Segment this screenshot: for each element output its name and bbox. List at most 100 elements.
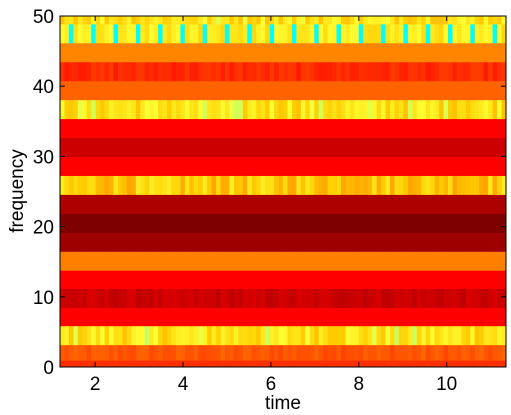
heatmap-cell: [354, 80, 360, 101]
heatmap-cell: [470, 23, 476, 44]
heatmap-cell: [456, 118, 462, 139]
heatmap-cell: [220, 344, 226, 361]
heatmap-cell: [358, 325, 364, 346]
heatmap-cell: [488, 344, 494, 361]
heatmap-cell: [158, 213, 164, 233]
heatmap-cell: [60, 16, 66, 25]
heatmap-cell: [390, 194, 396, 214]
heatmap-cell: [296, 251, 302, 271]
heatmap-cell: [398, 288, 405, 308]
heatmap-cell: [189, 270, 195, 289]
heatmap-cell: [336, 359, 342, 367]
heatmap-cell: [175, 118, 182, 139]
heatmap-cell: [497, 232, 503, 252]
heatmap-cell: [229, 156, 235, 176]
heatmap-cell: [198, 23, 204, 44]
heatmap-cell: [354, 42, 360, 63]
heatmap-cell: [448, 80, 454, 101]
heatmap-cell: [274, 232, 280, 252]
heatmap-cell: [461, 251, 467, 271]
heatmap-cell: [149, 175, 155, 195]
heatmap-cell: [216, 213, 222, 233]
heatmap-cell: [416, 61, 422, 82]
heatmap-cell: [260, 359, 266, 367]
heatmap-cell: [140, 80, 146, 101]
heatmap-cell: [323, 288, 329, 308]
heatmap-cell: [153, 137, 159, 157]
heatmap-cell: [497, 42, 503, 63]
heatmap-cell: [153, 307, 159, 327]
heatmap-cell: [439, 325, 445, 346]
heatmap-cell: [465, 213, 471, 233]
heatmap-cell: [171, 270, 177, 289]
heatmap-cell: [144, 288, 150, 308]
heatmap-cell: [323, 194, 329, 214]
heatmap-cell: [314, 156, 320, 176]
heatmap-cell: [349, 42, 355, 63]
heatmap-cell: [233, 194, 239, 214]
heatmap-cell: [225, 307, 231, 327]
heatmap-cell: [430, 325, 436, 346]
heatmap-cell: [149, 213, 155, 233]
heatmap-cell: [220, 137, 226, 157]
heatmap-cell: [153, 288, 159, 308]
heatmap-cell: [225, 99, 231, 120]
heatmap-cell: [300, 270, 306, 289]
heatmap-cell: [184, 137, 190, 157]
heatmap-cell: [381, 42, 387, 63]
heatmap-cell: [269, 99, 275, 120]
heatmap-cell: [390, 23, 396, 44]
heatmap-cell: [153, 99, 159, 120]
heatmap-cell: [77, 307, 83, 327]
heatmap-cell: [73, 99, 79, 120]
heatmap-cell: [452, 118, 458, 139]
heatmap-cell: [207, 23, 213, 44]
heatmap-cell: [238, 344, 244, 361]
heatmap-cell: [398, 344, 405, 361]
heatmap-cell: [216, 23, 222, 44]
heatmap-cell: [202, 307, 208, 327]
heatmap-cell: [126, 232, 132, 252]
heatmap-cell: [278, 232, 284, 252]
heatmap-cell: [60, 137, 66, 157]
heatmap-cell: [86, 194, 92, 214]
heatmap-cell: [233, 118, 239, 139]
heatmap-cell: [193, 325, 199, 346]
heatmap-cell: [367, 288, 373, 308]
heatmap-cell: [474, 359, 480, 367]
heatmap-cell: [149, 344, 155, 361]
heatmap-cell: [140, 270, 146, 289]
heatmap-cell: [202, 137, 208, 157]
heatmap-cell: [358, 344, 364, 361]
heatmap-cell: [77, 175, 83, 195]
heatmap-cell: [274, 99, 280, 120]
heatmap-cell: [247, 137, 253, 157]
heatmap-cell: [140, 16, 146, 25]
heatmap-cell: [175, 23, 182, 44]
heatmap-cell: [492, 137, 498, 157]
heatmap-cell: [340, 194, 347, 214]
heatmap-cell: [363, 213, 369, 233]
heatmap-cell: [144, 42, 150, 63]
heatmap-cell: [247, 42, 253, 63]
heatmap-cell: [202, 42, 208, 63]
heatmap-cell: [233, 80, 239, 101]
heatmap-cell: [296, 232, 302, 252]
heatmap-cell: [193, 118, 199, 139]
heatmap-cell: [109, 325, 115, 346]
heatmap-cell: [309, 359, 315, 367]
heatmap-cell: [207, 42, 213, 63]
heatmap-cell: [265, 80, 271, 101]
heatmap-cell: [171, 251, 177, 271]
heatmap-cell: [82, 80, 88, 101]
heatmap-cell: [175, 42, 182, 63]
heatmap-cell: [193, 288, 199, 308]
heatmap-cell: [220, 61, 226, 82]
heatmap-cell: [202, 359, 208, 367]
heatmap-cell: [113, 118, 119, 139]
heatmap-cell: [363, 344, 369, 361]
heatmap-cell: [465, 325, 471, 346]
heatmap-cell: [247, 80, 253, 101]
heatmap-cell: [291, 359, 297, 367]
heatmap-cell: [318, 118, 324, 139]
